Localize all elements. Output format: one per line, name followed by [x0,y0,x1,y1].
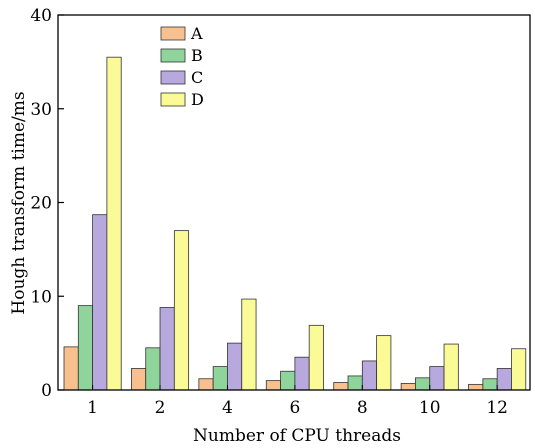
y-tick-label: 10 [30,287,52,307]
bar-d-10 [443,343,459,391]
y-tick-label: 40 [30,6,52,26]
bar-a-2 [131,368,147,391]
x-tick-label: 1 [87,398,98,418]
legend-label-c: C [191,68,203,87]
bar-c-2 [159,307,175,391]
legend-swatch-b [160,48,186,63]
x-tick-label: 8 [357,398,368,418]
x-tick-label: 10 [419,398,441,418]
bar-c-10 [429,366,445,391]
legend-label-b: B [191,46,203,65]
bar-c-8 [361,360,378,391]
legend-label-d: D [191,90,204,109]
bar-c-4 [227,342,243,391]
legend-swatch-c [160,70,186,85]
bar-a-6 [265,380,281,391]
bar-b-2 [145,347,161,391]
bar-c-1 [92,214,108,391]
y-tick-label: 0 [41,381,52,401]
bar-d-2 [173,230,190,391]
x-tick-label: 6 [289,398,300,418]
bar-a-8 [333,382,349,391]
x-axis-label: Number of CPU threads [193,426,401,446]
bar-c-12 [496,368,512,391]
bar-d-8 [376,335,392,391]
bar-b-6 [280,370,296,391]
bar-a-4 [198,378,214,391]
legend-swatch-a [160,26,186,41]
x-tick-label: 2 [155,398,166,418]
bar-d-6 [308,324,324,391]
bar-b-4 [212,366,228,391]
bar-d-4 [241,298,257,391]
bar-d-12 [511,348,527,391]
y-axis-label: Hough transform time/ms [9,91,29,314]
plot-frame [57,14,531,391]
x-tick-label: 4 [222,398,233,418]
y-tick-label: 20 [30,194,52,214]
legend-swatch-d [160,92,186,107]
bar-b-8 [347,375,363,391]
bar-b-1 [77,305,94,391]
bar-a-12 [468,383,484,391]
bars-group [63,56,527,391]
bar-d-1 [106,56,122,391]
x-tick-label: 12 [486,398,508,418]
legend-label-a: A [190,24,203,43]
bar-b-10 [415,377,431,391]
bar-b-12 [482,378,498,391]
bar-a-10 [400,383,416,391]
y-tick-label: 30 [30,100,52,120]
bar-c-6 [294,356,310,391]
bar-a-1 [63,346,79,391]
